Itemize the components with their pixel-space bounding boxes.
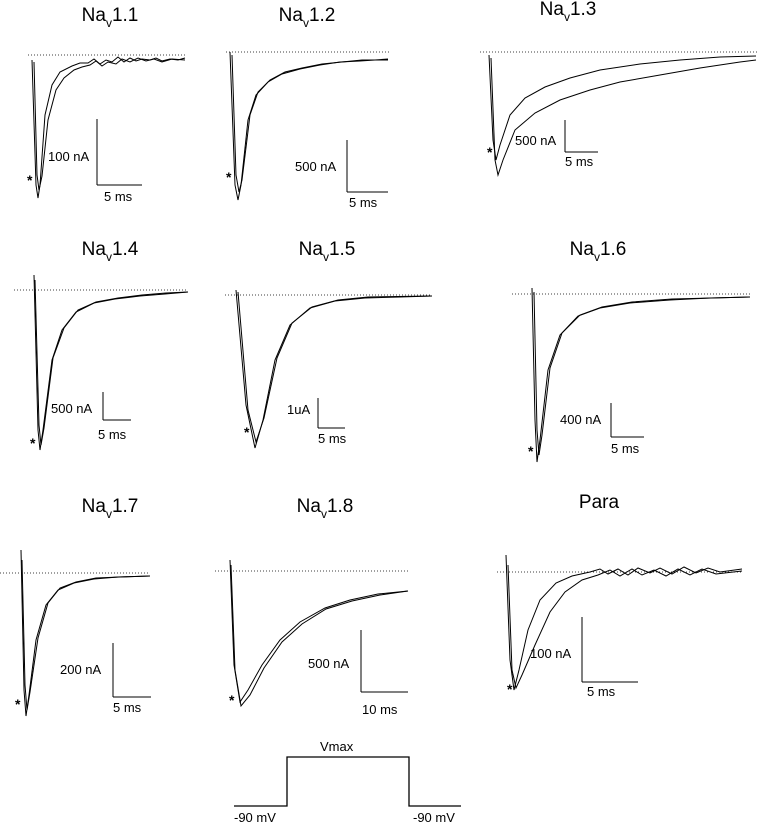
current-trace (33, 57, 186, 191)
time-scale-label: 10 ms (362, 702, 398, 717)
current-trace (21, 559, 151, 711)
current-trace (488, 54, 757, 161)
amplitude-scale-label: 200 nA (60, 662, 102, 677)
peak-marker: * (229, 692, 235, 708)
panel-title-nav1-2: Nav1.2 (278, 5, 336, 30)
amplitude-scale-label: 500 nA (51, 401, 93, 416)
panel-nav1-2-traces (226, 51, 390, 201)
current-trace (237, 291, 433, 444)
peak-marker: * (244, 424, 250, 440)
time-scale-label: 5 ms (113, 700, 142, 715)
peak-marker: * (30, 435, 36, 451)
peak-marker: * (226, 169, 232, 185)
amplitude-scale-label: 500 nA (308, 656, 350, 671)
time-scale-label: 5 ms (98, 427, 127, 442)
voltage-protocol-step (234, 756, 461, 807)
current-trace (34, 279, 189, 446)
current-trace (229, 559, 409, 704)
panel-title-nav1-3: Nav1.3 (539, 0, 597, 24)
peak-marker: * (15, 696, 21, 712)
protocol-holding-left-label: -90 mV (234, 810, 276, 825)
protocol-holding-right-label: -90 mV (413, 810, 455, 825)
current-trace (20, 549, 151, 717)
time-scale-label: 5 ms (587, 684, 616, 699)
time-scale-label: 5 ms (318, 431, 347, 446)
panel-title-nav1-1: Nav1.1 (81, 5, 139, 30)
panel-para-traces (497, 554, 743, 691)
panel-nav1-4-traces (14, 274, 189, 451)
panel-nav1-6-traces (512, 287, 751, 463)
amplitude-scale-label: 100 nA (48, 149, 90, 164)
panel-nav1-8-traces (215, 559, 409, 708)
current-trace (505, 554, 743, 691)
amplitude-scale-label: 1uA (287, 402, 311, 417)
current-trace (231, 54, 388, 193)
current-trace (507, 564, 743, 690)
panel-nav1-1-traces (28, 54, 186, 199)
current-trace (229, 51, 389, 201)
time-scale-label: 5 ms (611, 441, 640, 456)
amplitude-scale-label: 100 nA (530, 646, 572, 661)
panel-title-nav1-8: Nav1.8 (296, 496, 354, 521)
panel-title-nav1-7: Nav1.7 (81, 496, 139, 521)
panel-nav1-7-traces (0, 549, 151, 717)
time-scale-label: 5 ms (565, 154, 594, 169)
current-trace (531, 287, 751, 463)
panel-nav1-5-traces (225, 289, 433, 449)
panel-title-nav1-4: Nav1.4 (81, 239, 139, 264)
current-trace (33, 274, 189, 451)
panel-nav1-3-traces (480, 51, 757, 177)
time-scale-label: 5 ms (349, 195, 378, 210)
panel-title-nav1-5: Nav1.5 (298, 239, 356, 264)
panel-title-nav1-6: Nav1.6 (569, 239, 627, 264)
amplitude-scale-label: 400 nA (560, 412, 602, 427)
peak-marker: * (487, 144, 493, 160)
current-trace (31, 56, 186, 199)
peak-marker: * (507, 681, 513, 697)
current-trace (235, 289, 433, 449)
amplitude-scale-label: 500 nA (515, 133, 557, 148)
peak-marker: * (528, 443, 534, 459)
peak-marker: * (27, 172, 33, 188)
time-scale-label: 5 ms (104, 189, 133, 204)
current-trace (533, 291, 751, 456)
current-trace (490, 57, 757, 177)
protocol-vmax-label: Vmax (320, 739, 354, 754)
amplitude-scale-label: 500 nA (295, 159, 337, 174)
panel-title-para: Para (578, 492, 620, 513)
current-trace (230, 564, 409, 708)
